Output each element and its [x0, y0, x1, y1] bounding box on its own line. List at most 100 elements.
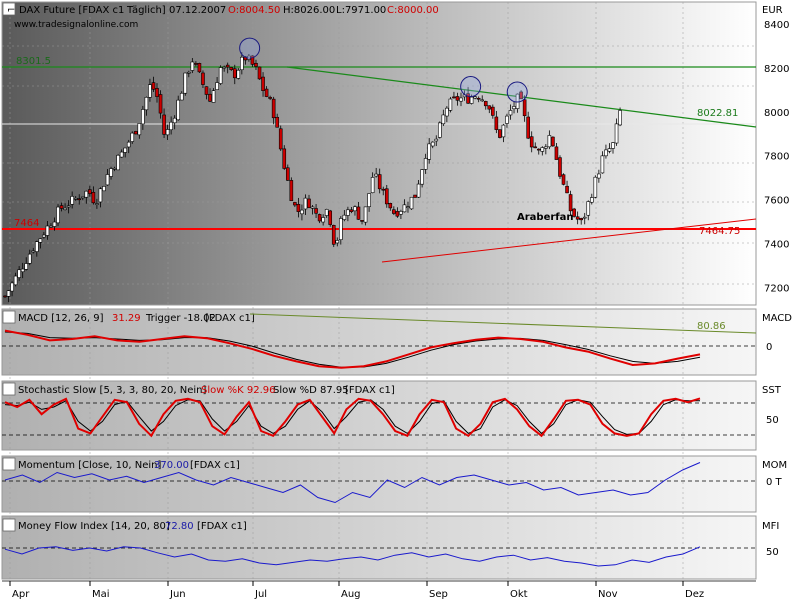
candle-down — [328, 210, 333, 225]
candle-up — [42, 234, 46, 238]
macd-trigger: Trigger -18.02 — [145, 313, 216, 324]
price-tick-8200: 8200 — [764, 64, 789, 75]
candle-down — [155, 88, 159, 97]
macd-title: MACD [12, 26, 9] — [18, 313, 104, 324]
candle-up — [116, 154, 120, 171]
candle-up — [215, 82, 219, 90]
candle-up — [544, 146, 548, 149]
candle-down — [289, 180, 294, 201]
candle-down — [377, 174, 382, 190]
price-tick-7200: 7200 — [764, 283, 789, 294]
candle-down — [349, 209, 354, 212]
candle-up — [469, 96, 474, 104]
candle-down — [91, 191, 96, 204]
candle-up — [80, 196, 85, 199]
mfi-line — [4, 546, 701, 567]
candle-up — [183, 72, 188, 94]
candle-up — [324, 209, 329, 216]
candle-up — [56, 206, 60, 224]
momentum-header: Momentum [Close, 10, Nein] 370.00 [FDAX … — [2, 457, 240, 471]
stochastic-d: Slow %D 87.95 — [273, 385, 349, 396]
candle-down — [568, 194, 573, 212]
candle-up — [172, 117, 177, 124]
month-gridlines — [9, 2, 684, 579]
candle-up — [165, 129, 170, 136]
candle-up — [614, 123, 619, 144]
candle-up — [335, 240, 340, 244]
candle-up — [17, 269, 21, 278]
candle-up — [13, 275, 18, 286]
momentum-axis-label: MOM — [762, 460, 787, 471]
candle-up — [586, 201, 591, 216]
candle-up — [176, 99, 181, 121]
candle-up — [402, 204, 407, 213]
candle-up — [589, 197, 594, 203]
candle-down — [554, 146, 559, 160]
candle-up — [148, 84, 152, 98]
candle-up — [123, 147, 127, 153]
candle-down — [331, 225, 336, 245]
candle-down — [250, 55, 255, 65]
mfi-value: 72.80 — [165, 521, 194, 532]
candle-up — [473, 96, 477, 99]
candle-up — [597, 173, 601, 179]
stochastic-title: Stochastic Slow [5, 3, 3, 80, 20, Nein] — [18, 385, 207, 396]
candle-up — [102, 186, 106, 192]
candle-down — [526, 116, 530, 139]
candle-up — [179, 92, 184, 101]
candle-up — [459, 97, 463, 102]
candle-up — [24, 263, 29, 270]
candle-up — [374, 173, 378, 177]
uptrend-line — [381, 218, 757, 263]
macd-axis-label: MACD — [762, 313, 792, 324]
candle-up — [611, 142, 615, 149]
circled-high-2 — [506, 81, 528, 103]
price-header: ⌐ DAX Future [FDAX c1 Täglich] 07.12.200… — [2, 2, 439, 30]
candle-up — [427, 143, 431, 160]
candle-up — [342, 214, 347, 220]
candle-up — [49, 225, 53, 228]
candle-down — [264, 88, 269, 97]
candle-up — [416, 183, 421, 198]
candle-up — [31, 250, 36, 253]
candle-up — [310, 206, 315, 209]
candle-up — [105, 174, 110, 186]
candle-down — [476, 97, 481, 100]
stochastic-k-line — [4, 397, 701, 438]
candle-down — [388, 203, 393, 209]
candle-up — [505, 115, 509, 124]
candle-down — [519, 91, 523, 100]
candle-down — [3, 295, 7, 298]
candle-down — [208, 93, 212, 102]
candle-up — [430, 141, 435, 147]
candle-up — [169, 121, 173, 131]
low-label: L:7971.00 — [336, 5, 386, 16]
candle-up — [84, 190, 89, 198]
candle-down — [162, 114, 166, 135]
candle-down — [88, 189, 92, 194]
candle-up — [63, 207, 67, 210]
candle-up — [109, 168, 113, 177]
candle-up — [126, 141, 131, 148]
momentum-suffix: [FDAX c1] — [190, 460, 240, 471]
candle-down — [491, 106, 495, 116]
candle-up — [367, 193, 371, 207]
macd-trendline — [249, 313, 757, 334]
collapse-icon: ⌐ — [7, 5, 15, 16]
candle-up — [321, 217, 325, 223]
candle-down — [455, 96, 460, 101]
candle-down — [356, 206, 361, 220]
resistance-label: 8301.5 — [16, 56, 51, 67]
circled-high-1 — [460, 76, 482, 98]
candle-up — [604, 149, 608, 157]
candle-down — [452, 96, 456, 99]
candle-down — [261, 76, 265, 91]
candle-down — [466, 93, 470, 104]
mfi-header: Money Flow Index [14, 20, 80] 72.80 [FDA… — [2, 518, 247, 532]
stochastic-k: Slow %K 92.96 — [201, 385, 275, 396]
macd-header: MACD [12, 26, 9] 31.29 Trigger -18.02 [F… — [2, 310, 255, 324]
candle-up — [423, 158, 428, 170]
candle-up — [141, 109, 145, 125]
